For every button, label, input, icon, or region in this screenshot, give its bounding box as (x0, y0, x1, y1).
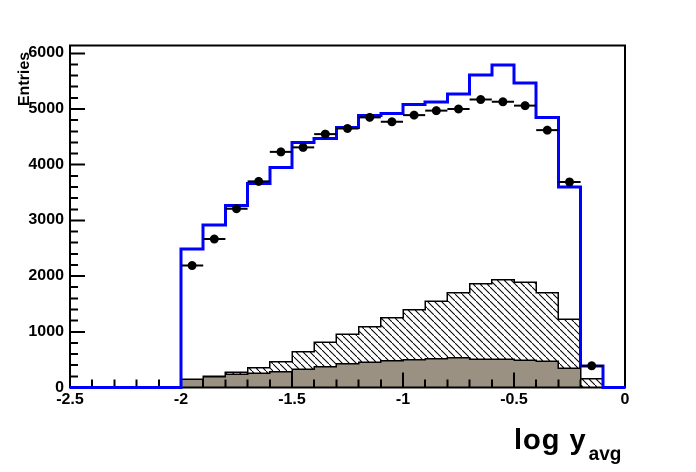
data-point-marker (542, 125, 552, 135)
data-point-marker (476, 95, 486, 105)
x-axis-tick-label: -1.5 (278, 391, 306, 408)
y-axis-tick-label: 5000 (28, 99, 64, 117)
x-axis-title-main: log y (514, 424, 587, 456)
y-axis-tick-label: 1000 (28, 322, 64, 340)
x-axis-tick-label: 0 (620, 391, 630, 408)
x-axis-title-subscript: avg (588, 444, 622, 465)
x-axis-tick-label: -2 (173, 391, 189, 408)
data-point-marker (254, 176, 264, 186)
x-axis-tick-label: -1 (395, 391, 411, 408)
y-axis-tick-label: 4000 (28, 155, 64, 173)
blue-step-histogram-shape (70, 63, 625, 389)
data-point-marker (565, 177, 574, 187)
data-point-marker (520, 101, 530, 111)
data-point-marker (320, 129, 330, 139)
x-axis-tick-label: -0.5 (500, 391, 528, 408)
axis-ticks (69, 52, 626, 389)
data-point-marker (587, 361, 597, 371)
data-point-marker (298, 142, 308, 152)
data-point-marker (187, 261, 197, 271)
y-axis-tick-label: 3000 (28, 211, 64, 229)
data-point-marker (276, 147, 286, 157)
y-axis-tick-label: 2000 (28, 267, 64, 285)
data-point-marker (409, 110, 419, 120)
y-axis-tick-label: 0 (55, 378, 64, 396)
data-point-marker (431, 106, 441, 116)
data-points-group (181, 95, 603, 371)
data-point-marker (454, 104, 463, 114)
data-point-marker (387, 117, 397, 127)
data-point-marker (498, 97, 508, 107)
data-point-marker (209, 234, 219, 244)
data-point-marker (365, 112, 375, 122)
y-axis-title: Entries (16, 51, 33, 107)
x-axis-tick-label: -2.5 (56, 391, 84, 408)
y-axis-tick-label: 6000 (28, 44, 64, 62)
x-axis-title: log y avg (514, 424, 621, 465)
data-point-marker (232, 204, 241, 214)
data-point-marker (343, 123, 352, 133)
plot-frame (69, 44, 626, 389)
